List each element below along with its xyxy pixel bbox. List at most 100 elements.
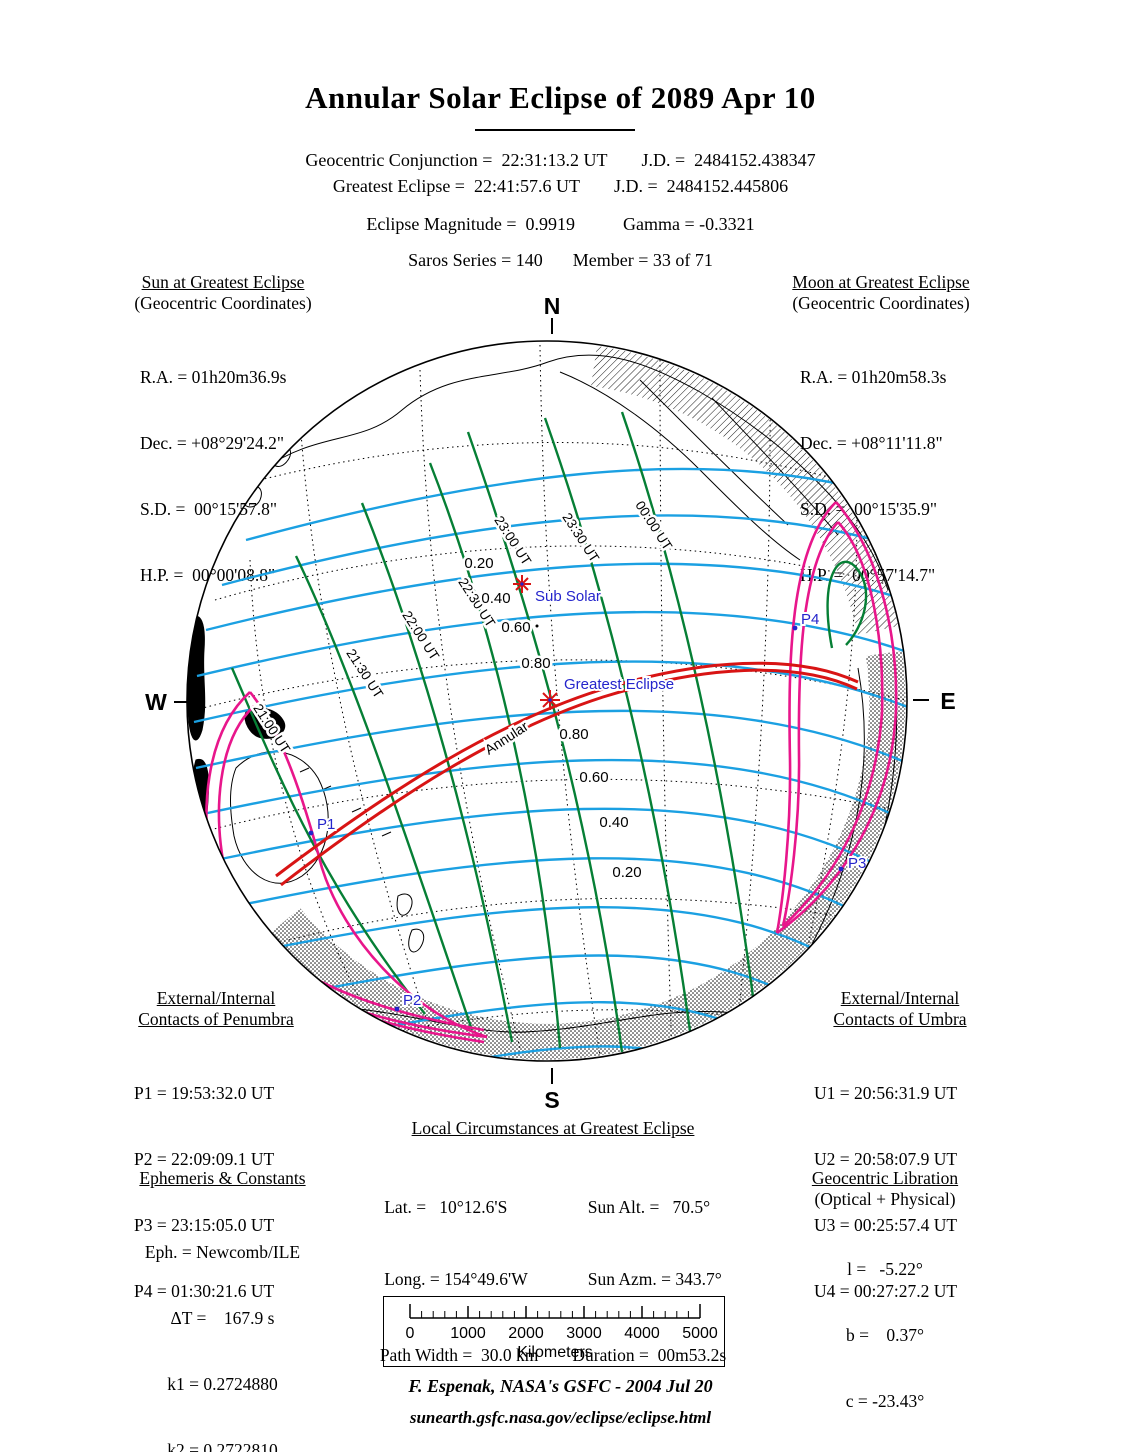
contour-label-upper-040: 0.40 xyxy=(481,590,510,607)
source-url: sunearth.gsfc.nasa.gov/eclipse/eclipse.h… xyxy=(409,1408,712,1427)
p4-label: P4 xyxy=(801,611,819,628)
local-latitude: Lat. = 10°12.6'S xyxy=(384,1197,508,1217)
page-title: Annular Solar Eclipse of 2089 Apr 10 xyxy=(305,80,816,115)
greatest-eclipse-jd: J.D. = 2484152.445806 xyxy=(613,176,789,196)
libration-subtitle: (Optical + Physical) xyxy=(814,1189,956,1209)
p2-label: P2 xyxy=(403,992,421,1009)
umbra-title-line1: External/Internal xyxy=(840,988,960,1008)
australia-coast xyxy=(230,751,329,884)
sun-hp: H.P. = 00°00'08.8" xyxy=(140,565,276,585)
header-row-magnitude: Eclipse Magnitude = 0.9919 Gamma = -0.33… xyxy=(0,214,1121,235)
time-contour-0000 xyxy=(620,411,760,1037)
local-sun-azimuth: Sun Azm. = 343.7° xyxy=(587,1269,722,1289)
ut-label-0000: 00:00 UT xyxy=(632,498,675,553)
central-path xyxy=(275,661,859,887)
scale-unit-label: Kilometers xyxy=(517,1344,593,1361)
libration-b: b = 0.37° xyxy=(845,1325,925,1345)
umbra-u3: U3 = 00:25:57.4 UT xyxy=(814,1215,958,1235)
penumbra-limit-west-outer-right xyxy=(248,691,488,1039)
cardinal-south: S xyxy=(544,1087,559,1113)
local-duration: Duration = 00m53.2s xyxy=(572,1345,727,1365)
umbra-contacts-block: External/Internal Contacts of Umbra U1 =… xyxy=(800,988,1000,1346)
ut-label-2130: 21:30 UT xyxy=(343,646,386,701)
scale-ruler xyxy=(409,1304,701,1319)
time-contour-2230 xyxy=(428,462,562,1049)
cardinal-west: W xyxy=(145,689,167,715)
new-zealand-coast xyxy=(396,893,425,953)
moon-block-title: Moon at Greatest Eclipse xyxy=(792,272,970,292)
contour-label-upper-020: 0.20 xyxy=(464,555,493,572)
gamma: Gamma = -0.3321 xyxy=(623,214,755,234)
time-contours xyxy=(230,411,868,1053)
local-path-width: Path Width = 30.0 km xyxy=(379,1345,539,1365)
penumbra-limit-east-inner-right xyxy=(782,521,884,927)
cardinal-ticks xyxy=(174,318,929,1084)
header-row-conjunction: Geocentric Conjunction = 22:31:13.2 UT J… xyxy=(0,150,1121,171)
penumbra-limit-east-outer-left xyxy=(775,501,837,934)
ephemeris-title: Ephemeris & Constants xyxy=(139,1168,306,1188)
conjunction-time: Geocentric Conjunction = 22:31:13.2 UT xyxy=(305,150,608,170)
moon-block: Moon at Greatest Eclipse (Geocentric Coo… xyxy=(770,272,992,630)
title-underline xyxy=(475,129,635,131)
umbra-u1: U1 = 20:56:31.9 UT xyxy=(814,1083,958,1103)
moon-dec: Dec. = +08°11'11.8" xyxy=(800,433,943,453)
moon-block-subtitle: (Geocentric Coordinates) xyxy=(792,293,970,313)
greatest-eclipse-marker xyxy=(540,690,560,710)
p2-dot xyxy=(394,1006,400,1012)
contour-label-lower-080: 0.80 xyxy=(559,726,588,743)
ephemeris-k2: k2 = 0.2722810 xyxy=(167,1440,278,1452)
ephemeris-k1: k1 = 0.2724880 xyxy=(167,1374,278,1394)
sun-block-subtitle: (Geocentric Coordinates) xyxy=(134,293,312,313)
time-contour-hook xyxy=(826,560,868,649)
saros-member: Member = 33 of 71 xyxy=(572,250,713,270)
libration-c: c = -23.43° xyxy=(845,1391,925,1411)
greatest-eclipse-label: Greatest Eclipse xyxy=(564,676,674,693)
ephemeris-block: Ephemeris & Constants Eph. = Newcomb/ILE… xyxy=(105,1168,340,1452)
moon-ra: R.A. = 01h20m58.3s xyxy=(800,367,947,387)
sun-block-title: Sun at Greatest Eclipse xyxy=(141,272,305,292)
contour-dot xyxy=(535,624,539,628)
umbra-u2: U2 = 20:58:07.9 UT xyxy=(814,1149,958,1169)
ephemeris-source: Eph. = Newcomb/ILE xyxy=(144,1242,301,1262)
header-row-saros: Saros Series = 140 Member = 33 of 71 xyxy=(0,250,1121,271)
sun-ra: R.A. = 01h20m36.9s xyxy=(140,367,287,387)
penumbra-p3: P3 = 23:15:05.0 UT xyxy=(134,1215,275,1235)
saros-series: Saros Series = 140 xyxy=(408,250,543,270)
penumbra-p2: P2 = 22:09:09.1 UT xyxy=(134,1149,275,1169)
time-contour-2100 xyxy=(230,667,426,1015)
ut-label-2300: 23:00 UT xyxy=(491,513,534,568)
central-path-south-limit xyxy=(280,668,858,887)
scale-tick-2000: 2000 xyxy=(508,1325,544,1342)
central-path-north-limit xyxy=(275,661,859,878)
cardinal-north: N xyxy=(544,293,561,319)
contour-label-lower-040: 0.40 xyxy=(599,814,628,831)
penumbra-p4: P4 = 01:30:21.6 UT xyxy=(134,1281,275,1301)
umbra-title-line2: Contacts of Umbra xyxy=(833,1009,967,1029)
time-contour-2130 xyxy=(294,555,474,1031)
time-contour-2330 xyxy=(543,417,694,1047)
scale-tick-0: 0 xyxy=(406,1325,415,1342)
contour-label-lower-060: 0.60 xyxy=(579,769,608,786)
p4-dot xyxy=(792,625,798,631)
penumbra-contacts-block: External/Internal Contacts of Penumbra P… xyxy=(116,988,316,1346)
cardinal-east: E xyxy=(940,688,955,714)
penumbra-title-line2: Contacts of Penumbra xyxy=(138,1009,294,1029)
sun-dec: Dec. = +08°29'24.2" xyxy=(140,433,284,453)
p1-dot xyxy=(308,830,314,836)
libration-block: Geocentric Libration (Optical + Physical… xyxy=(770,1168,1000,1452)
scale-bar-box xyxy=(383,1296,725,1367)
ut-label-2200: 22:00 UT xyxy=(399,608,442,663)
ephemeris-delta-t: ΔT = 167.9 s xyxy=(170,1308,275,1328)
scale-tick-4000: 4000 xyxy=(624,1325,660,1342)
penumbra-p1: P1 = 19:53:32.0 UT xyxy=(134,1083,275,1103)
libration-title: Geocentric Libration xyxy=(811,1168,959,1188)
libration-l: l = -5.22° xyxy=(847,1259,923,1279)
local-longitude: Long. = 154°49.6'W xyxy=(384,1269,528,1289)
time-contour-2300 xyxy=(466,431,624,1053)
conjunction-jd: J.D. = 2484152.438347 xyxy=(641,150,816,170)
contour-label-lower-020: 0.20 xyxy=(612,864,641,881)
scale-tick-3000: 3000 xyxy=(566,1325,602,1342)
credit-line: F. Espenak, NASA's GSFC - 2004 Jul 20 xyxy=(408,1376,713,1396)
